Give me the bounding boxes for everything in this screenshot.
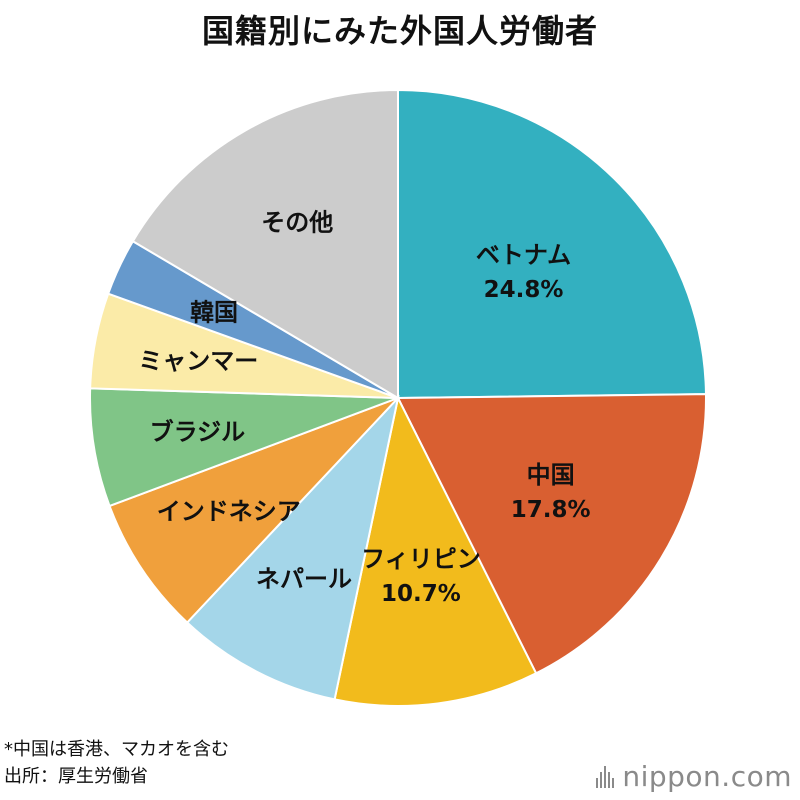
logo-prefix: nippon [622, 760, 722, 793]
slice-value-label-0: 24.8% [484, 277, 564, 303]
chart-notes: *中国は香港、マカオを含む 出所：厚生労働省 [4, 736, 229, 790]
slice-label-3: ネパール [256, 565, 352, 593]
slice-value-label-1: 17.8% [511, 497, 591, 523]
logo-bars-icon [596, 765, 615, 788]
pie-slice-5 [89, 387, 399, 508]
footnote: *中国は香港、マカオを含む [4, 739, 229, 760]
slice-label-2: フィリピン [361, 545, 481, 573]
slice-label-4: インドネシア [157, 498, 301, 526]
logo-wordmark: nippon.com [622, 760, 792, 793]
slice-label-7: 韓国 [190, 298, 238, 326]
slice-label-0: ベトナム [476, 241, 571, 269]
slice-value-label-2: 10.7% [381, 581, 461, 607]
slice-label-5: ブラジル [150, 418, 246, 446]
pie-slice-2 [333, 394, 538, 707]
slice-label-6: ミャンマー [138, 347, 258, 375]
slice-label-1: 中国 [527, 461, 575, 489]
slice-label-8: その他 [261, 208, 333, 236]
pie-slice-3 [185, 394, 400, 701]
logo-suffix: .com [721, 760, 792, 793]
pie-slice-4 [108, 397, 399, 624]
source-note: 出所：厚生労働省 [4, 766, 148, 787]
chart-title: 国籍別にみた外国人労働者 [201, 12, 598, 50]
pie-labels: ベトナム 24.8% 中国 17.8% フィリピン 10.7% ネパール インドネシア ブラジル… [138, 208, 590, 607]
pie-slice-1 [396, 393, 707, 675]
pie-slice-0 [397, 88, 707, 400]
pie-slices [89, 88, 707, 707]
nippon-logo: nippon.com [596, 760, 792, 793]
pie-slice-8 [131, 88, 399, 400]
